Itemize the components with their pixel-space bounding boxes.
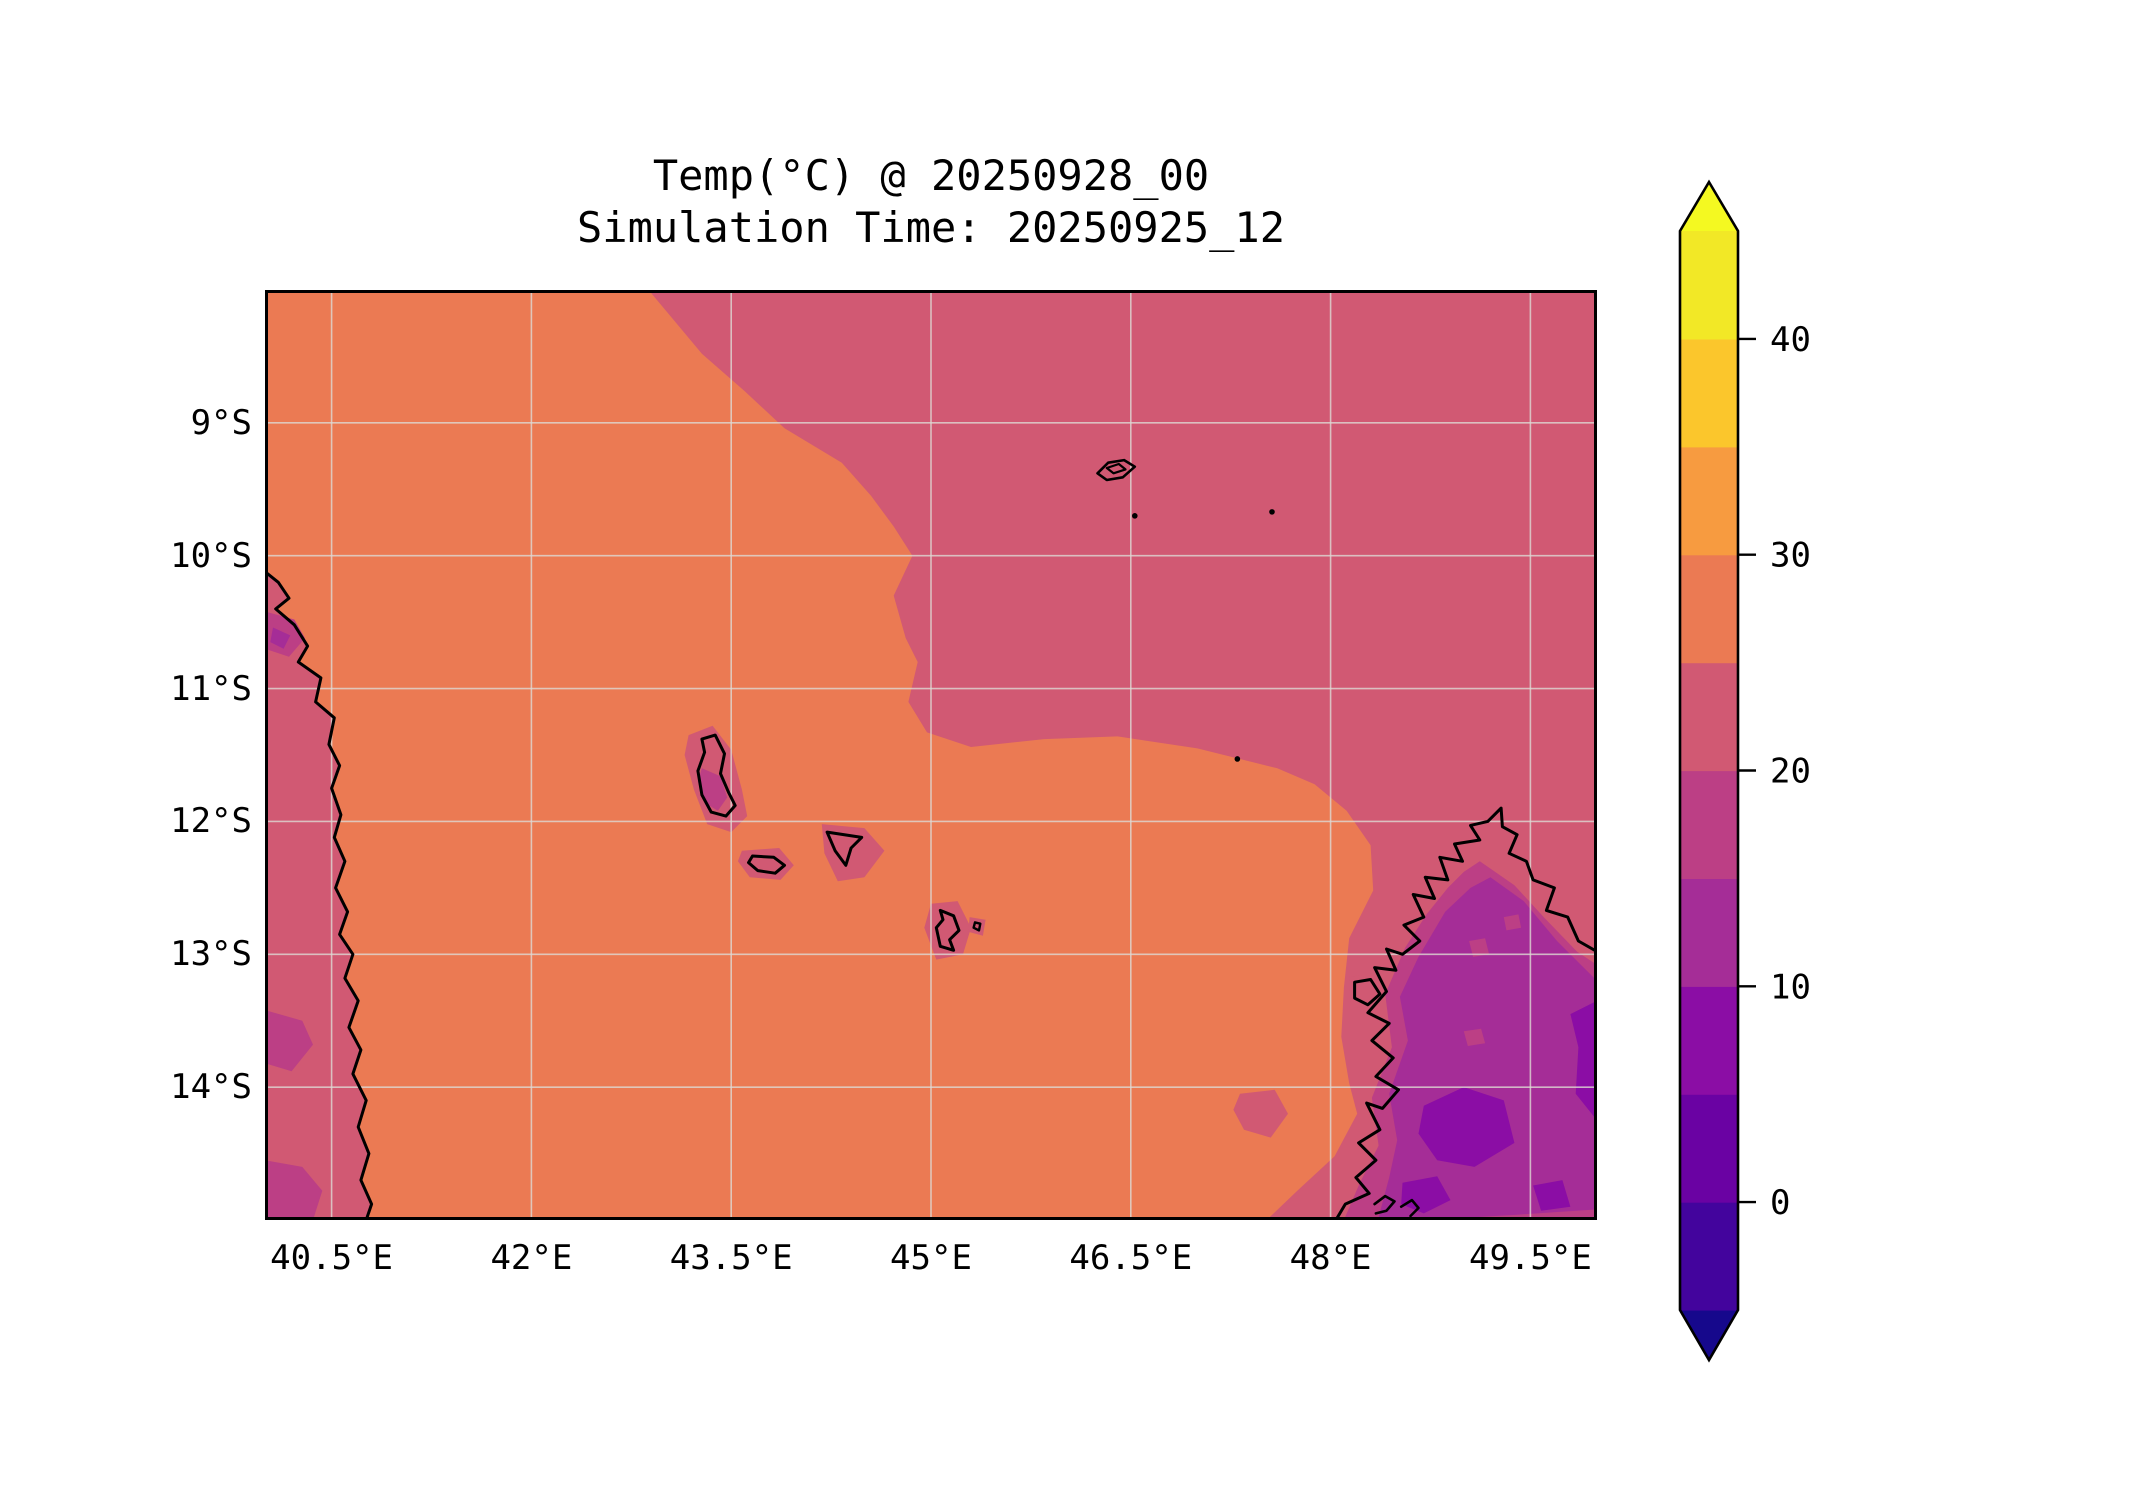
colorbar: 0 10 20 30 40 xyxy=(1678,179,1811,1363)
colorbar-tick-label: 30 xyxy=(1770,536,1811,576)
x-tick-label: 48°E xyxy=(1289,1238,1372,1278)
x-tick-label: 45°E xyxy=(890,1238,972,1278)
coastline-mayotte xyxy=(934,908,961,952)
coastline-anjouan xyxy=(825,830,864,867)
title-line-1: Temp(°C) @ 20250928_00 xyxy=(652,151,1210,200)
coastline-aldabra-inner xyxy=(1105,462,1127,475)
colorbar-band-0-5 xyxy=(1680,1094,1738,1203)
madagascar-purple-blob-a-5-10 xyxy=(1418,1087,1515,1167)
colorbar-band-25-30 xyxy=(1680,554,1738,664)
astove-island-dot xyxy=(1269,509,1275,515)
africa-purple-spot-10-15 xyxy=(270,627,291,649)
y-tick-label: 9°S xyxy=(190,402,252,443)
colorbar-band-15-20 xyxy=(1680,770,1738,879)
colorbar-tick-label: 20 xyxy=(1770,752,1811,792)
colorbar-band-20-25 xyxy=(1680,662,1738,772)
coastline-grande-comore xyxy=(696,733,737,818)
colorbar-band-40-45 xyxy=(1680,231,1738,340)
colorbar-band-5-10 xyxy=(1680,986,1738,1095)
coastline-moheli xyxy=(747,854,786,875)
colorbar-band-35-40 xyxy=(1680,338,1738,448)
madagascar-pink-spot-a-15-20 xyxy=(1469,938,1490,957)
madagascar-purple-edge-5-10 xyxy=(1570,1000,1597,1121)
africa-magenta-mid-15-20 xyxy=(265,1010,313,1072)
madagascar-purple-blob-b-5-10 xyxy=(1401,1176,1451,1214)
coastline-aldabra-outer xyxy=(1096,458,1137,482)
madagascar-pink-spot-b-15-20 xyxy=(1503,914,1522,931)
africa-magenta-south-15-20 xyxy=(265,1160,323,1220)
ocean-rose-patch-20-25 xyxy=(1233,1089,1288,1138)
colorbar-band-10-15 xyxy=(1680,878,1738,987)
anjouan-halo-20-25 xyxy=(821,824,885,882)
x-tick-label: 49.5°E xyxy=(1468,1238,1592,1278)
y-tick-label: 14°S xyxy=(170,1067,252,1108)
colorbar-over-arrow xyxy=(1680,182,1738,231)
coastline-africa xyxy=(265,570,374,1220)
plot-border xyxy=(265,290,1597,1220)
x-tick-label: 46.5°E xyxy=(1069,1238,1193,1278)
title-line-2: Simulation Time: 20250925_12 xyxy=(576,203,1286,252)
colorbar-outline xyxy=(1678,179,1740,1363)
coastline-nosy-be xyxy=(1353,978,1382,1007)
colorbar-tick-label: 40 xyxy=(1770,320,1811,360)
colorbar-under-arrow xyxy=(1680,1310,1738,1360)
y-tick-label: 10°S xyxy=(170,535,252,576)
colorbar-tick-label: 10 xyxy=(1770,967,1811,1007)
colorbar-band-30-35 xyxy=(1680,446,1738,556)
x-tick-label: 43.5°E xyxy=(669,1238,793,1278)
mayotte-halo-20-25 xyxy=(924,901,971,960)
mayotte-islet-halo-20-25 xyxy=(968,917,986,936)
colorbar-band--5-0 xyxy=(1680,1202,1738,1311)
y-tick-label: 11°S xyxy=(170,668,252,709)
y-tick-label: 13°S xyxy=(170,934,252,975)
colorbar-tick-label: 0 xyxy=(1770,1183,1790,1223)
coastline-madagascar xyxy=(1334,806,1597,1220)
coastline-mayotte-islet xyxy=(972,921,982,932)
x-tick-label: 40.5°E xyxy=(270,1238,393,1278)
glorioso-island-dot xyxy=(1234,756,1241,762)
x-tick-label: 42°E xyxy=(490,1238,573,1278)
madagascar-purple-blob-c-5-10 xyxy=(1533,1180,1571,1211)
figure-title: Temp(°C) @ 20250928_00 Simulation Time: … xyxy=(577,150,1285,254)
coastline-bottom-island-a xyxy=(1373,1194,1396,1215)
y-tick-label: 12°S xyxy=(170,801,252,842)
madagascar-pink-spot-c-15-20 xyxy=(1463,1028,1486,1046)
assumption-island-dot xyxy=(1131,513,1138,519)
coastline-bottom-island-b xyxy=(1399,1198,1420,1218)
map-plot-area xyxy=(265,290,1597,1220)
